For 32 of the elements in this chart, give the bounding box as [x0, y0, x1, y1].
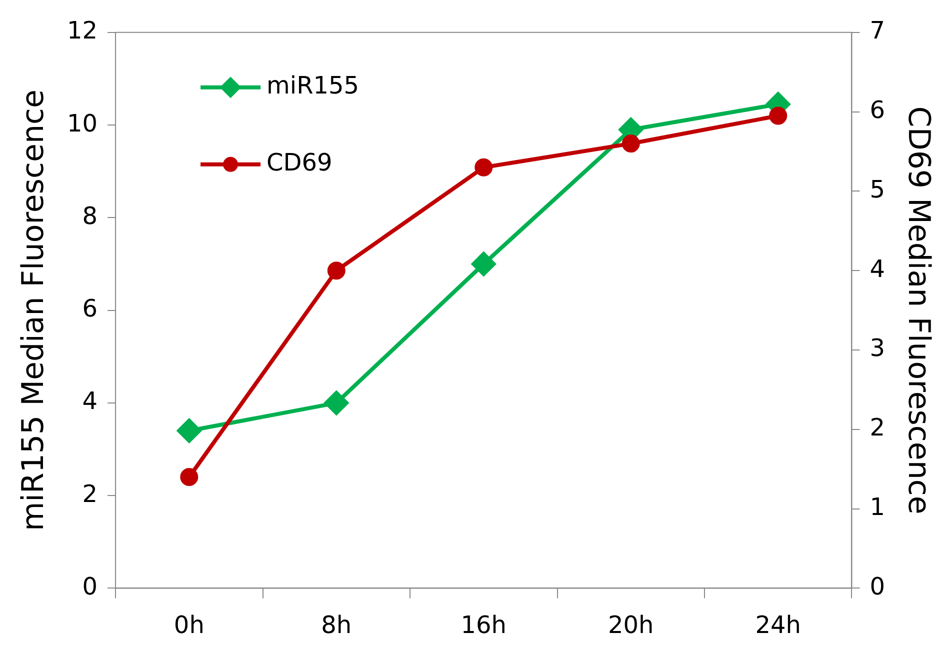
- legend-label: CD69: [266, 148, 332, 177]
- point: [474, 158, 493, 176]
- point: [327, 262, 346, 280]
- y2-tick-label: 6: [870, 96, 886, 124]
- y-tick-label: 12: [66, 16, 98, 45]
- y2-tick-label: 2: [870, 414, 886, 442]
- x-tick-label: 24h: [755, 610, 801, 639]
- point: [177, 418, 202, 443]
- point: [622, 134, 640, 153]
- y-tick-label: 2: [82, 480, 98, 508]
- y-tick-label: 6: [82, 294, 98, 323]
- point: [180, 468, 198, 486]
- y2-tick-label: 1: [870, 493, 886, 522]
- x-tick-label: 0h: [174, 610, 204, 639]
- y2-tick-label: 7: [870, 16, 886, 45]
- y-axis-title: miR155 Median Fluorescence: [16, 90, 51, 532]
- y-tick-label: 10: [66, 109, 98, 138]
- y2-tick-label: 4: [870, 254, 886, 283]
- x-tick-label: 20h: [608, 610, 654, 639]
- point: [472, 252, 496, 276]
- point: [324, 390, 348, 415]
- y2-tick-label: 3: [870, 334, 886, 362]
- y2-tick-label: 0: [870, 572, 886, 600]
- x-tick-label: 8h: [321, 610, 352, 639]
- y-tick-label: 4: [82, 387, 98, 416]
- y2-tick-label: 5: [870, 175, 886, 204]
- y-tick-label: 8: [82, 202, 98, 230]
- y-tick-label: 0: [82, 572, 98, 600]
- legend-label: miR155: [266, 72, 360, 100]
- y2-axis-title: CD69 Median Fluorescence: [901, 106, 936, 514]
- x-tick-label: 16h: [460, 610, 507, 639]
- point: [769, 106, 788, 125]
